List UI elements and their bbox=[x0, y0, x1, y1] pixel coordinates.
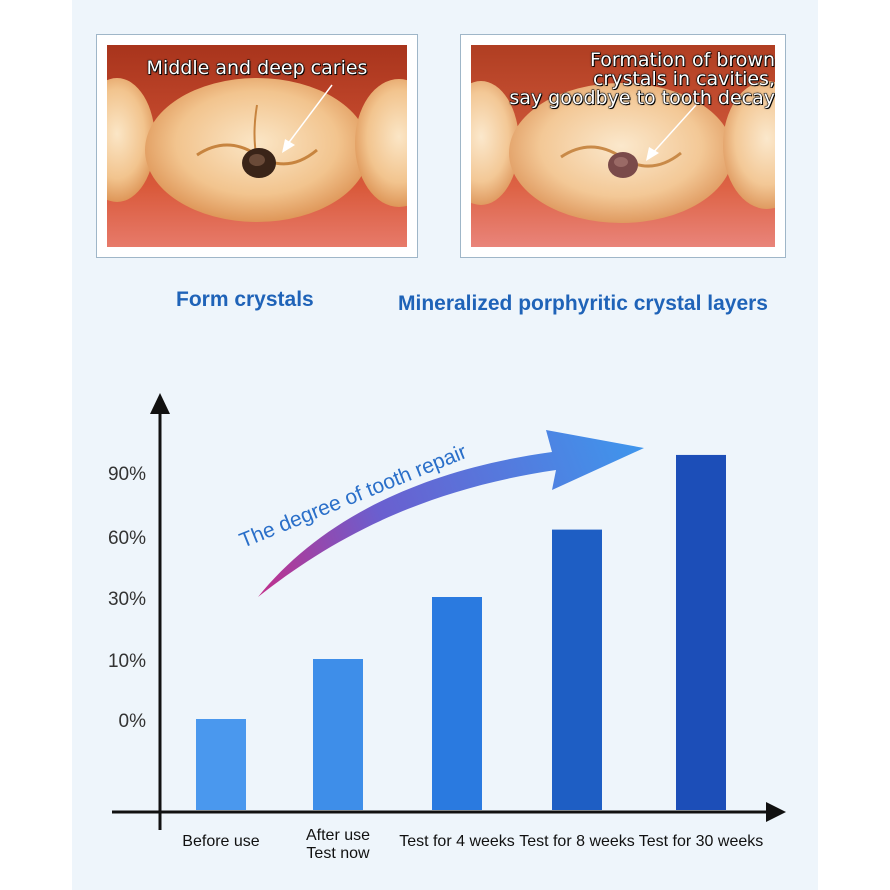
y-tick-label: 10% bbox=[108, 651, 146, 672]
category-label: After use bbox=[306, 827, 370, 844]
tooth-image-right: Formation of brown crystals in cavities,… bbox=[471, 45, 775, 247]
label-mineralized-layers: Mineralized porphyritic crystal layers bbox=[398, 292, 768, 315]
bar bbox=[196, 719, 246, 810]
category-label: Test for 8 weeks bbox=[519, 833, 635, 850]
tooth-image-left: Middle and deep caries bbox=[107, 45, 407, 247]
label-form-crystals: Form crystals bbox=[176, 288, 314, 311]
photo-caries-before: Middle and deep caries bbox=[96, 34, 418, 258]
y-tick-label: 30% bbox=[108, 589, 146, 610]
y-tick-label: 0% bbox=[119, 711, 147, 732]
bar bbox=[552, 529, 602, 810]
bars bbox=[196, 454, 726, 810]
category-label: Test for 30 weeks bbox=[639, 833, 764, 850]
y-tick-labels: 0% 10% 30% 60% 90% bbox=[108, 464, 146, 732]
category-label: Test now bbox=[306, 845, 370, 862]
x-axis-arrowhead bbox=[766, 802, 786, 822]
y-tick-label: 90% bbox=[108, 464, 146, 485]
bar bbox=[432, 597, 482, 810]
trend-arrow-shape bbox=[258, 430, 644, 597]
category-label: Test for 4 weeks bbox=[399, 833, 515, 850]
caption-left: Middle and deep caries bbox=[146, 57, 368, 79]
y-tick-label: 60% bbox=[108, 528, 146, 549]
bar bbox=[676, 454, 726, 810]
y-axis-arrowhead bbox=[150, 393, 170, 414]
chart-axes bbox=[112, 393, 786, 830]
category-label: Before use bbox=[182, 833, 259, 850]
caption-right: Formation of brown crystals in cavities,… bbox=[509, 49, 775, 109]
photo-caries-after: Formation of brown crystals in cavities,… bbox=[460, 34, 786, 258]
trend-arrow bbox=[258, 430, 644, 597]
bar bbox=[313, 659, 363, 810]
